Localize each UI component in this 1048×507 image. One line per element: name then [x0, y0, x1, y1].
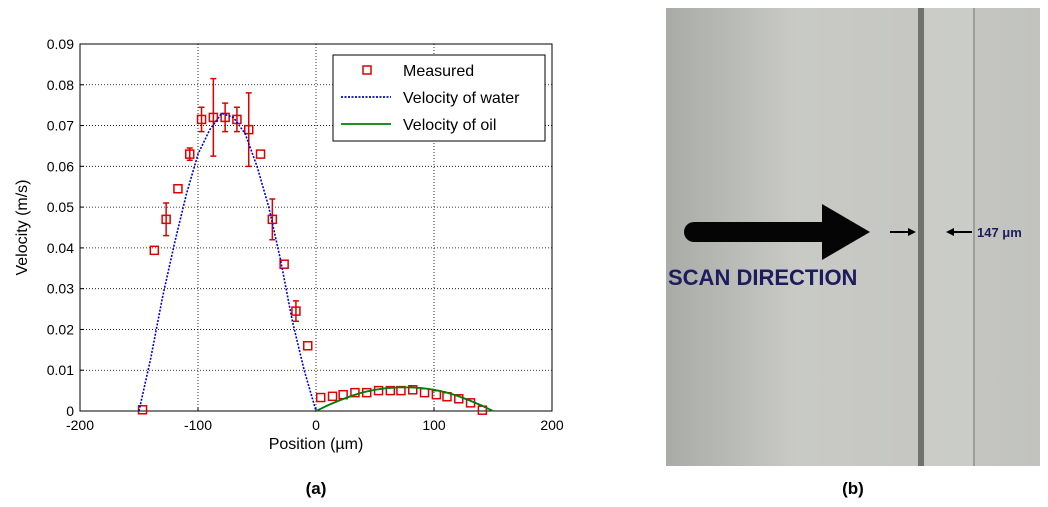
legend-key [362, 65, 372, 75]
x-tick-label: -100 [184, 417, 212, 433]
marker [373, 385, 384, 396]
y-tick-label: 0.03 [47, 281, 74, 297]
caption: (b) [842, 479, 864, 498]
x-tick-label: 100 [422, 417, 446, 433]
error-bar [269, 198, 276, 241]
line-series [315, 386, 494, 412]
y-axis-label: Velocity (m/s) [14, 179, 31, 275]
y-tick-label: 0.07 [47, 118, 74, 134]
marker [149, 245, 160, 256]
legend-label: Velocity of water [403, 90, 520, 107]
x-axis-label: Position (µm) [269, 436, 364, 453]
width-label: 147 μm [977, 225, 1022, 240]
legend-label: Velocity of oil [403, 117, 496, 134]
x-tick-label: -200 [66, 417, 94, 433]
error-bar [198, 106, 205, 133]
y-tick-label: 0.09 [47, 36, 74, 52]
marker [327, 391, 338, 402]
marker [267, 214, 278, 225]
legend-box [332, 54, 546, 142]
y-tick-label: 0.06 [47, 158, 74, 174]
marker [184, 149, 195, 159]
marker [291, 306, 301, 316]
marker [302, 341, 313, 351]
error-bar [292, 300, 299, 323]
y-tick-label: 0.02 [47, 321, 74, 337]
scan-label: SCAN DIRECTION [668, 265, 857, 290]
y-tick-label: 0.04 [47, 240, 74, 256]
marker [173, 184, 183, 194]
marker [279, 259, 289, 269]
marker [196, 114, 207, 125]
marker [255, 149, 266, 159]
marker [315, 392, 326, 403]
marker [431, 389, 442, 400]
error-bar [163, 202, 170, 237]
error-bar [210, 77, 217, 157]
x-tick-label: 0 [312, 417, 320, 433]
marker [208, 112, 219, 123]
error-bar [245, 92, 252, 168]
error-bar [233, 106, 240, 133]
x-tick-label: 200 [540, 417, 564, 433]
y-tick-label: 0.08 [47, 77, 74, 93]
caption: (a) [306, 479, 327, 498]
marker [220, 112, 230, 123]
marker [385, 385, 396, 396]
legend-label: Measured [403, 63, 474, 80]
y-tick-label: 0.05 [47, 199, 74, 215]
marker [243, 124, 254, 135]
y-tick-label: 0.01 [47, 362, 74, 378]
marker [419, 387, 430, 398]
error-bar [222, 102, 229, 133]
marker [408, 385, 418, 395]
photo: SCAN DIRECTION 147 μm [666, 8, 1040, 466]
marker [161, 214, 171, 225]
y-tick-label: 0 [66, 403, 74, 419]
